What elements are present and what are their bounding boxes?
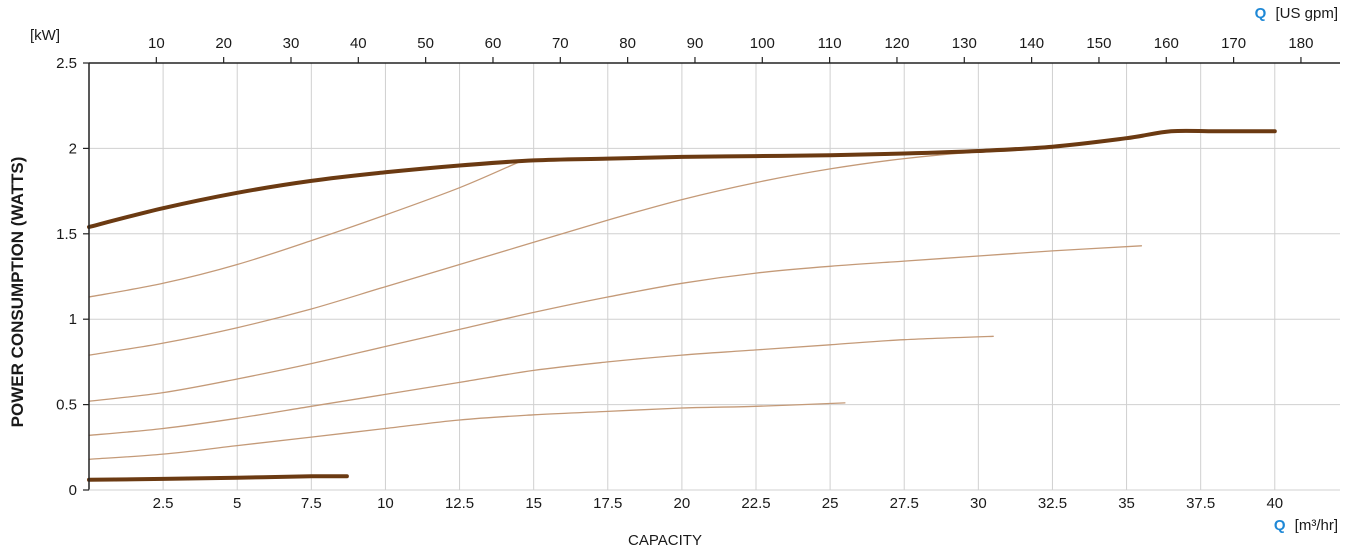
- x-top-tick-label: 150: [1086, 35, 1111, 52]
- series-line-4: [88, 245, 1143, 402]
- x-tick-label: 32.5: [1038, 495, 1067, 512]
- x-tick-label: 7.5: [301, 495, 322, 512]
- x-top-tick-label: 140: [1019, 35, 1044, 52]
- x-tick-label: 35: [1118, 495, 1135, 512]
- x-tick-label: 5: [233, 495, 241, 512]
- x-top-tick-label: 30: [283, 35, 300, 52]
- x-tick-label: 15: [525, 495, 542, 512]
- x-tick-label: 17.5: [593, 495, 622, 512]
- series-line-7: [87, 474, 349, 482]
- x-top-tick-label: 60: [485, 35, 502, 52]
- y-tick-label: 0.5: [56, 397, 77, 414]
- x-top-tick-label: 10: [148, 35, 165, 52]
- y-unit-label: [kW]: [30, 27, 60, 44]
- series-line-3: [88, 147, 1054, 356]
- x-top-tick-label: 180: [1288, 35, 1313, 52]
- x-tick-label: 37.5: [1186, 495, 1215, 512]
- y-tick-label: 2.5: [56, 55, 77, 72]
- x-top-tick-labels: 10 20 30 40 50 60 70 80 90 100 110 120 130 140 150 160 1…: [148, 35, 1313, 52]
- y-tick-label: 0: [69, 482, 77, 499]
- x-tick-labels: 2.5 5 7.5 10 12.5 15 17.5 20 22.5 25 27.5 30 32.5 35 3…: [153, 495, 1283, 512]
- series-line-2: [88, 161, 520, 298]
- x-tick-label: 2.5: [153, 495, 174, 512]
- series-line-1: [87, 128, 1277, 229]
- x-tick-label: 12.5: [445, 495, 474, 512]
- q-bottom-symbol: Q: [1274, 517, 1286, 534]
- y-tick-label: 1.5: [56, 226, 77, 243]
- x-top-tick-label: 90: [687, 35, 704, 52]
- x-top-tick-label: 40: [350, 35, 367, 52]
- x-tick-label: 10: [377, 495, 394, 512]
- x-top-tick-label: 20: [215, 35, 232, 52]
- series-line-6: [88, 402, 846, 460]
- x-top-tick-label: 50: [417, 35, 434, 52]
- x-bottom-unit-label: Q [m³/hr]: [1274, 517, 1338, 534]
- x-top-unit-label: Q [US gpm]: [1255, 5, 1338, 22]
- x-top-unit: [US gpm]: [1275, 5, 1338, 22]
- x-top-tick-label: 130: [952, 35, 977, 52]
- y-tick-label: 2: [69, 140, 77, 157]
- x-top-tick-label: 120: [884, 35, 909, 52]
- x-tick-label: 27.5: [890, 495, 919, 512]
- x-tick-label: 30: [970, 495, 987, 512]
- plot-frame: [83, 57, 1340, 491]
- x-top-tick-label: 80: [619, 35, 636, 52]
- x-top-tick-label: 160: [1154, 35, 1179, 52]
- x-top-tick-label: 110: [818, 35, 842, 52]
- y-tick-label: 1: [69, 311, 77, 328]
- x-bottom-unit: [m³/hr]: [1295, 517, 1338, 534]
- series-line-5: [88, 335, 994, 436]
- x-top-tick-label: 170: [1221, 35, 1246, 52]
- x-top-tick-label: 70: [552, 35, 569, 52]
- x-tick-label: 22.5: [741, 495, 770, 512]
- y-tick-labels: 0 0.5 1 1.5 2 2.5: [56, 55, 77, 499]
- y-axis-title: POWER CONSUMPTION (WATTS): [8, 157, 27, 428]
- q-top-symbol: Q: [1255, 5, 1267, 22]
- x-axis-title: CAPACITY: [628, 532, 702, 549]
- x-tick-label: 20: [674, 495, 691, 512]
- x-tick-label: 40: [1266, 495, 1283, 512]
- series-lines: [87, 128, 1277, 482]
- x-top-tick-label: 100: [750, 35, 775, 52]
- grid-lines: [89, 63, 1340, 490]
- x-tick-label: 25: [822, 495, 839, 512]
